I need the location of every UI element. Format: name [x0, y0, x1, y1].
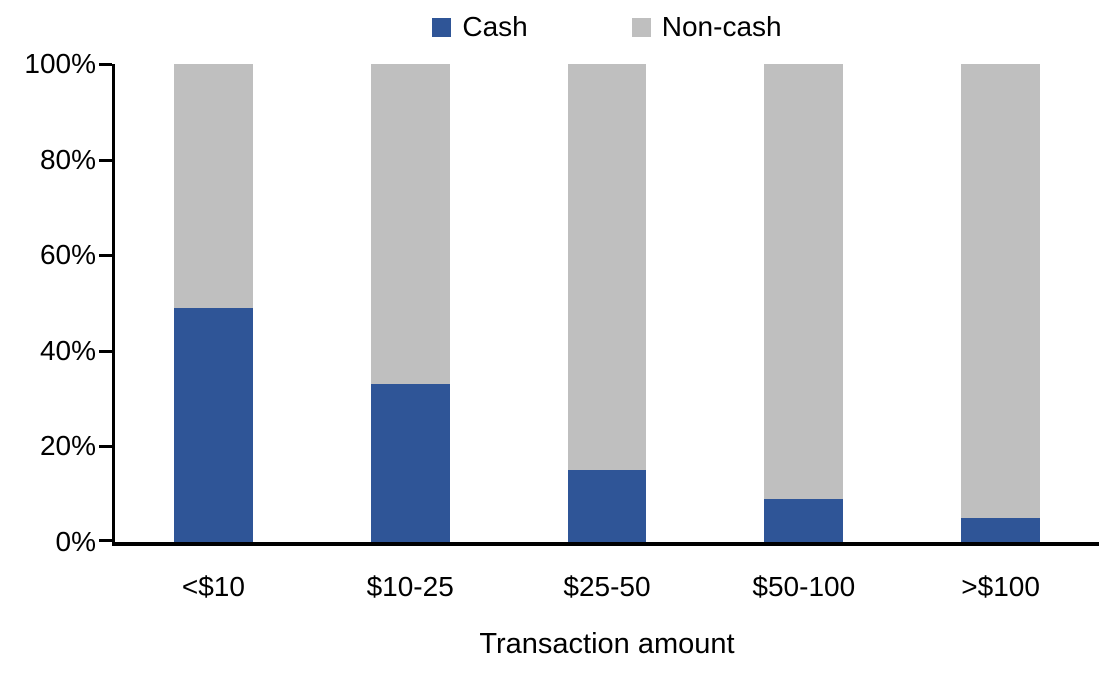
noncash-swatch-icon: [631, 17, 651, 37]
y-axis-tick-label: 0%: [55, 526, 96, 557]
y-axis-ticks: [99, 63, 1099, 542]
noncash-segment: [961, 64, 1040, 519]
legend-item-cash: Cash: [432, 11, 528, 42]
cash-segment: [567, 470, 647, 542]
noncash-segment: [370, 64, 450, 385]
x-tick-label: >$100: [961, 571, 1040, 602]
chart-legend: Cash Non-cash: [115, 13, 1099, 41]
x-axis-title: Transaction amount: [479, 628, 735, 660]
x-tick-label: $50-100: [752, 571, 856, 602]
stacked-bar: [961, 64, 1040, 542]
cash-segment: [174, 307, 253, 542]
y-axis-tick-label: 80%: [39, 143, 96, 175]
noncash-segment: [764, 64, 844, 499]
bar-slot: [902, 64, 1099, 542]
cash-swatch-icon: [432, 17, 452, 37]
x-axis-labels: <$10 $10-25 $25-50 $50-100 >$100: [115, 572, 1099, 602]
y-axis-labels: 0% 20% 40% 60% 80% 100%: [0, 50, 96, 556]
x-tick-label: <$10: [181, 571, 245, 602]
bar-slot: [705, 64, 902, 542]
bar-slot: [312, 64, 509, 542]
cash-segment: [370, 384, 450, 542]
bars-container: [115, 64, 1099, 542]
bar-slot: [115, 64, 312, 542]
stacked-bar: [174, 64, 253, 542]
legend-label-cash: Cash: [462, 11, 528, 42]
y-axis-tick: [99, 158, 112, 162]
noncash-segment: [174, 64, 253, 308]
y-axis-tick: [99, 539, 112, 542]
y-axis-tick: [99, 254, 112, 258]
y-axis-tick: [99, 349, 112, 353]
legend-label-noncash: Non-cash: [661, 11, 782, 42]
y-axis-tick: [99, 63, 112, 66]
y-axis-tick-label: 20%: [39, 430, 96, 462]
cash-segment: [764, 498, 844, 542]
bar-slot: [509, 64, 706, 542]
noncash-segment: [567, 64, 647, 471]
y-axis-tick: [99, 445, 112, 449]
x-tick-label: $25-50: [563, 571, 651, 602]
y-axis-tick-label: 40%: [39, 334, 96, 366]
stacked-bar: [764, 64, 844, 542]
y-axis-tick-label: 60%: [39, 239, 96, 271]
y-axis-tick-label: 100%: [24, 48, 96, 79]
plot-area: [99, 63, 1099, 546]
legend-item-noncash: Non-cash: [631, 11, 782, 42]
x-tick-label: $10-25: [366, 571, 454, 602]
cash-segment: [961, 518, 1040, 542]
stacked-bar: [370, 64, 450, 542]
stacked-bar: [567, 64, 647, 542]
